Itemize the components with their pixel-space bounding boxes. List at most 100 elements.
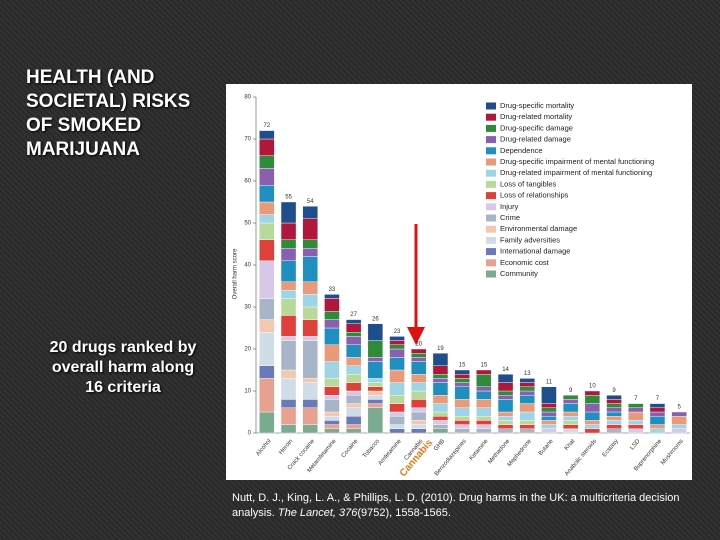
- bar-segment: [606, 420, 622, 425]
- bar-segment: [280, 298, 297, 316]
- bar-segment: [584, 424, 601, 430]
- bar-segment: [454, 374, 470, 379]
- legend-swatch: [486, 203, 496, 211]
- bar-segment: [411, 353, 427, 358]
- x-tick-label: Heroin: [278, 438, 294, 455]
- bar-segment: [367, 340, 384, 358]
- bar-segment: [411, 407, 427, 413]
- bar-segment: [280, 281, 297, 291]
- bar-segment: [324, 399, 340, 413]
- total-label: 19: [437, 346, 444, 352]
- bar-segment: [649, 424, 666, 430]
- bar-segment: [541, 420, 557, 425]
- bar-segment: [497, 424, 514, 430]
- bar-segment: [302, 424, 318, 434]
- bar-segment: [345, 395, 362, 404]
- bar-segment: [345, 416, 362, 425]
- bar-segment: [541, 411, 557, 417]
- bar-segment: [302, 294, 318, 308]
- bar-segment: [367, 378, 384, 383]
- bar-segment: [324, 395, 340, 400]
- x-tick-label: Ecstasy: [602, 438, 620, 458]
- bar-segment: [389, 428, 405, 434]
- bar-segment: [519, 424, 535, 430]
- total-label: 54: [307, 199, 314, 205]
- bar-segment: [302, 281, 318, 295]
- bar-segment: [454, 386, 470, 400]
- legend-swatch: [486, 248, 496, 256]
- legend-swatch: [486, 180, 496, 188]
- legend-swatch: [486, 169, 496, 177]
- y-tick-label: 60: [244, 179, 251, 185]
- bar-segment: [606, 407, 622, 413]
- legend-label: Crime: [500, 213, 520, 222]
- bar-segment: [367, 399, 384, 404]
- legend-swatch: [486, 136, 496, 144]
- bar-segment: [345, 319, 362, 325]
- bar-segment: [497, 395, 514, 400]
- bar-segment: [324, 294, 340, 299]
- bar-segment: [671, 428, 687, 434]
- bar-segment: [280, 201, 297, 224]
- bar-segment: [302, 239, 318, 249]
- bar-segment: [432, 403, 449, 413]
- bar-segment: [389, 411, 405, 417]
- bar-segment: [389, 369, 405, 383]
- bar-segment: [324, 361, 340, 379]
- bar-segment: [476, 407, 492, 417]
- bar-segment: [584, 395, 601, 404]
- bar-segment: [324, 327, 340, 345]
- legend-label: Dependence: [500, 146, 543, 155]
- bar-segment: [519, 411, 535, 421]
- bar-segment: [411, 382, 427, 392]
- bar-segment: [280, 369, 297, 379]
- bar-segment: [584, 420, 601, 425]
- bar-segment: [280, 315, 297, 337]
- total-label: 7: [634, 396, 638, 402]
- total-label: 33: [329, 287, 336, 293]
- total-label: 13: [524, 371, 531, 377]
- bar-segment: [259, 214, 275, 224]
- legend-label: Loss of relationships: [500, 191, 569, 200]
- bar-segment: [324, 428, 340, 434]
- bar-segment: [519, 428, 535, 434]
- bar-segment: [259, 168, 275, 186]
- bar-segment: [324, 420, 340, 425]
- bar-segment: [519, 403, 535, 413]
- y-tick-label: 70: [244, 137, 251, 143]
- bar-segment: [432, 411, 449, 417]
- bar-segment: [324, 411, 340, 417]
- bar-segment: [628, 424, 644, 430]
- total-label: 26: [372, 316, 379, 322]
- bar-segment: [367, 323, 384, 341]
- bar-segment: [649, 403, 666, 409]
- legend-swatch: [486, 214, 496, 222]
- bar-segment: [367, 403, 384, 409]
- legend-label: Drug-related mortality: [500, 112, 572, 121]
- bar-segment: [671, 411, 687, 417]
- bar-segment: [259, 130, 275, 140]
- bar-segment: [259, 331, 275, 366]
- bar-segment: [584, 428, 601, 434]
- bar-segment: [454, 428, 470, 434]
- legend-label: Drug-specific impairment of mental funct…: [500, 157, 654, 166]
- bar-segment: [280, 289, 297, 299]
- bar-segment: [476, 369, 492, 375]
- bar-segment: [389, 395, 405, 404]
- x-tick-label: Ketamine: [469, 438, 490, 462]
- bar-segment: [345, 344, 362, 358]
- bar-segment: [324, 298, 340, 312]
- citation: Nutt, D. J., King, L. A., & Phillips, L.…: [232, 491, 692, 521]
- citation-authors: Nutt, D. J., King, L. A., & Phillips, L.…: [232, 492, 680, 519]
- legend-swatch: [486, 113, 496, 121]
- bar-segment: [345, 365, 362, 375]
- bar-segment: [302, 319, 318, 337]
- bar-segment: [519, 378, 535, 383]
- bar-segment: [345, 390, 362, 396]
- bar-segment: [541, 416, 557, 421]
- bar-segment: [606, 424, 622, 430]
- bar-segment: [606, 411, 622, 417]
- legend-label: Economic cost: [500, 258, 550, 267]
- legend-swatch: [486, 147, 496, 155]
